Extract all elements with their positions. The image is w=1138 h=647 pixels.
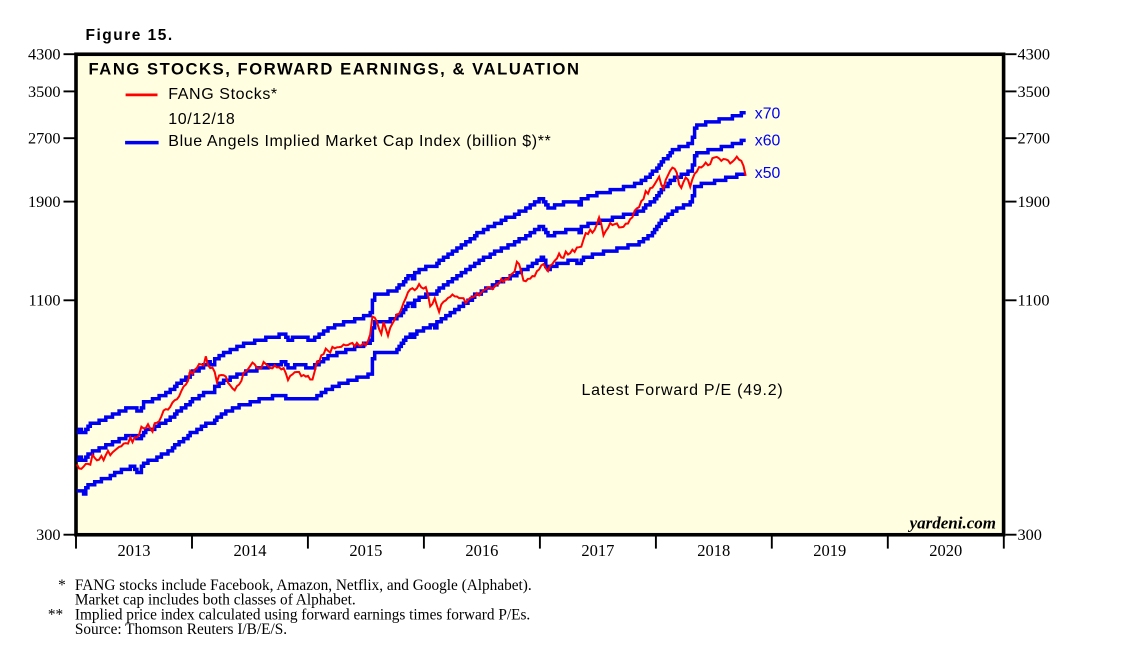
- svg-text:Implied price index calculated: Implied price index calculated using for…: [75, 606, 530, 623]
- svg-text:4300: 4300: [1018, 45, 1051, 64]
- svg-text:Blue Angels Implied Market Cap: Blue Angels Implied Market Cap Index (bi…: [168, 133, 551, 150]
- svg-text:1900: 1900: [28, 192, 61, 211]
- svg-text:yardeni.com: yardeni.com: [908, 514, 996, 533]
- svg-text:FANG stocks include Facebook,: FANG stocks include Facebook, Amazon, Ne…: [75, 577, 532, 594]
- svg-text:2017: 2017: [581, 541, 614, 560]
- svg-text:Latest Forward P/E (49.2): Latest Forward P/E (49.2): [582, 382, 784, 399]
- svg-text:300: 300: [36, 525, 60, 544]
- svg-text:2019: 2019: [813, 541, 846, 560]
- svg-text:x50: x50: [755, 165, 781, 182]
- svg-text:4300: 4300: [28, 45, 61, 64]
- svg-text:1900: 1900: [1018, 192, 1051, 211]
- svg-text:x60: x60: [755, 132, 781, 149]
- svg-text:2015: 2015: [349, 541, 382, 560]
- svg-text:Market cap includes both class: Market cap includes both classes of Alph…: [75, 592, 356, 609]
- svg-text:10/12/18: 10/12/18: [168, 111, 235, 128]
- svg-text:3500: 3500: [28, 82, 61, 101]
- svg-text:Source: Thomson Reuters I/B/E/: Source: Thomson Reuters I/B/E/S.: [75, 621, 287, 638]
- svg-text:FANG STOCKS, FORWARD EARNINGS,: FANG STOCKS, FORWARD EARNINGS, & VALUATI…: [89, 59, 581, 78]
- svg-text:300: 300: [1018, 525, 1042, 544]
- svg-text:2014: 2014: [234, 541, 267, 560]
- svg-text:x70: x70: [755, 105, 781, 122]
- svg-text:3500: 3500: [1018, 82, 1051, 101]
- svg-text:FANG Stocks*: FANG Stocks*: [168, 86, 277, 103]
- svg-text:2013: 2013: [118, 541, 151, 560]
- svg-text:2700: 2700: [28, 129, 61, 148]
- svg-text:1100: 1100: [1018, 291, 1050, 310]
- svg-text:2020: 2020: [929, 541, 962, 560]
- svg-text:2016: 2016: [465, 541, 498, 560]
- svg-text:2700: 2700: [1018, 129, 1051, 148]
- svg-text:Figure 15.: Figure 15.: [86, 27, 174, 44]
- svg-text:**: **: [48, 606, 63, 623]
- svg-text:1100: 1100: [29, 291, 61, 310]
- svg-text:*: *: [58, 577, 66, 594]
- svg-text:2018: 2018: [697, 541, 730, 560]
